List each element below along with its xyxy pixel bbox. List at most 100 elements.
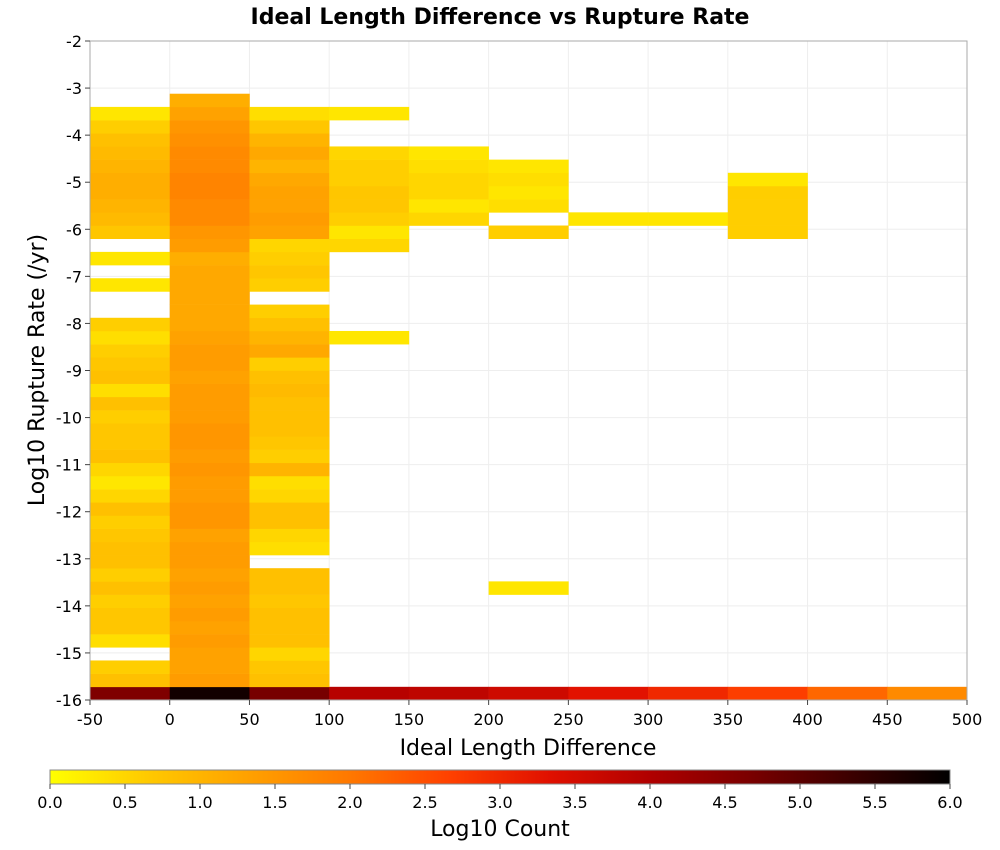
heatmap-cell xyxy=(249,199,330,213)
heatmap-cell xyxy=(90,383,171,398)
heatmap-cell xyxy=(169,475,250,490)
heatmap-cell xyxy=(169,581,250,595)
colorbar-tick-label: 2.0 xyxy=(337,793,362,812)
heatmap-cell xyxy=(408,185,489,200)
x-tick-label: 450 xyxy=(872,710,903,729)
heatmap-cell xyxy=(90,146,171,160)
y-tick-label: -2 xyxy=(66,32,82,51)
heatmap-cell xyxy=(169,528,250,543)
heatmap-cell xyxy=(90,317,171,332)
heatmap-cell xyxy=(249,475,330,490)
heatmap-cell xyxy=(249,185,330,200)
heatmap-cell xyxy=(408,172,489,187)
heatmap-cell xyxy=(169,199,250,213)
heatmap-cell xyxy=(169,212,250,226)
x-tick-label: 300 xyxy=(633,710,664,729)
heatmap-cell xyxy=(408,686,489,701)
colorbar-tick-label: 0.0 xyxy=(37,793,62,812)
heatmap-cell xyxy=(249,251,330,266)
heatmap-cell xyxy=(169,251,250,266)
x-tick-label: 0 xyxy=(165,710,175,729)
heatmap-cell xyxy=(249,278,330,292)
heatmap-cell xyxy=(90,502,171,516)
heatmap-cell xyxy=(329,225,410,239)
heatmap-cell xyxy=(249,620,330,635)
heatmap-cell xyxy=(90,568,171,582)
heatmap-cell xyxy=(90,607,171,622)
heatmap-cell xyxy=(90,555,171,569)
heatmap-cell xyxy=(90,594,171,609)
heatmap-cell xyxy=(249,607,330,622)
heatmap-cell xyxy=(90,344,171,358)
heatmap-cell xyxy=(169,436,250,450)
heatmap-cell xyxy=(169,225,250,239)
heatmap-cell xyxy=(169,489,250,503)
heatmap-cell xyxy=(169,172,250,187)
heatmap-cell xyxy=(648,686,729,701)
heatmap-cell xyxy=(249,673,330,688)
y-tick-label: -13 xyxy=(56,550,82,569)
colorbar-tick-label: 4.5 xyxy=(712,793,737,812)
heatmap-cell xyxy=(169,673,250,688)
heatmap-cell xyxy=(249,304,330,319)
y-tick-label: -8 xyxy=(66,314,82,333)
heatmap-cell xyxy=(90,436,171,450)
heatmap-cell xyxy=(169,120,250,134)
colorbar-tick-label: 2.5 xyxy=(412,793,437,812)
heatmap-cell xyxy=(90,212,171,226)
x-axis-label: Ideal Length Difference xyxy=(400,736,657,761)
heatmap-cell xyxy=(488,159,569,174)
heatmap-cell xyxy=(169,634,250,648)
heatmap-cell xyxy=(169,541,250,556)
heatmap-cell xyxy=(90,541,171,556)
heatmap-cell xyxy=(249,647,330,661)
heatmap-cell xyxy=(90,159,171,174)
heatmap-cell xyxy=(90,620,171,635)
heatmap-cell xyxy=(169,568,250,582)
heatmap-cells xyxy=(90,93,968,701)
heatmap-cell xyxy=(169,502,250,516)
heatmap-cell xyxy=(249,159,330,174)
heatmap-cell xyxy=(249,541,330,556)
heatmap-cell xyxy=(169,304,250,319)
heatmap-cell xyxy=(169,396,250,411)
heatmap-cell xyxy=(329,330,410,345)
heatmap-cell xyxy=(329,212,410,226)
heatmap-cell xyxy=(408,146,489,160)
heatmap-cell xyxy=(488,225,569,239)
heatmap-cell xyxy=(249,120,330,134)
heatmap-cell xyxy=(329,185,410,200)
heatmap-cell xyxy=(727,212,808,226)
heatmap-cell xyxy=(169,330,250,345)
heatmap-cell xyxy=(249,660,330,674)
heatmap-cell xyxy=(329,106,410,121)
heatmap-cell xyxy=(249,634,330,648)
x-tick-label: 400 xyxy=(792,710,823,729)
chart-title: Ideal Length Difference vs Rupture Rate xyxy=(251,5,750,30)
y-axis-ticks: -16 -15 -14 -13 -12 -11 -10 -9 -8 -7 -6 -5 -4 -3 -2 xyxy=(56,32,90,710)
heatmap-cell xyxy=(249,449,330,464)
heatmap-cell xyxy=(249,462,330,477)
heatmap-cell xyxy=(90,396,171,411)
heatmap-cell xyxy=(169,146,250,160)
heatmap-cell xyxy=(169,159,250,174)
heatmap-cell xyxy=(488,185,569,200)
heatmap-cell xyxy=(169,317,250,332)
colorbar xyxy=(49,769,951,785)
colorbar-tick-label: 3.0 xyxy=(487,793,512,812)
heatmap-cell xyxy=(249,581,330,595)
colorbar-tick-label: 6.0 xyxy=(937,793,962,812)
heatmap-cell xyxy=(90,449,171,464)
heatmap-cell xyxy=(169,344,250,358)
heatmap-cell xyxy=(249,344,330,358)
heatmap-cell xyxy=(169,555,250,569)
heatmap-cell xyxy=(169,660,250,674)
heatmap-cell xyxy=(169,594,250,609)
heatmap-cell xyxy=(249,172,330,187)
heatmap-cell xyxy=(90,634,171,648)
y-tick-label: -4 xyxy=(66,126,82,145)
heatmap-cell xyxy=(488,199,569,213)
heatmap-cell xyxy=(727,686,808,701)
heatmap-cell xyxy=(169,93,250,108)
